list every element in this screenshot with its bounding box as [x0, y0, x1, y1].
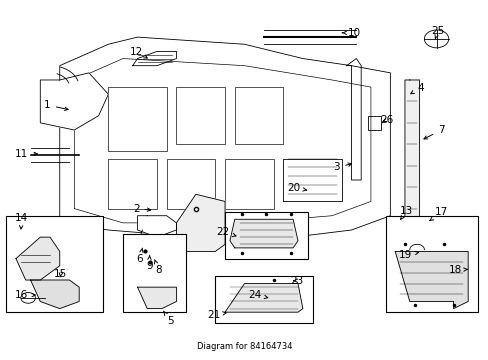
Bar [215, 276, 312, 323]
Text: 7: 7 [423, 125, 444, 139]
Bar [108, 158, 157, 208]
Bar [166, 158, 215, 208]
Text: 9: 9 [145, 255, 152, 271]
Text: 17: 17 [429, 207, 447, 221]
Text: 20: 20 [287, 183, 306, 193]
Text: 26: 26 [379, 115, 392, 125]
Bar [6, 216, 103, 312]
Polygon shape [404, 80, 419, 230]
Text: 10: 10 [342, 28, 360, 38]
Bar [234, 87, 283, 144]
Text: 14: 14 [15, 212, 28, 229]
Polygon shape [30, 280, 79, 309]
Bar [176, 87, 224, 144]
Text: 16: 16 [15, 290, 35, 300]
Text: 22: 22 [216, 227, 236, 237]
Text: 12: 12 [130, 47, 147, 58]
Text: 2: 2 [132, 203, 150, 213]
Bar [132, 237, 152, 258]
Text: 8: 8 [154, 260, 162, 275]
Polygon shape [176, 194, 224, 251]
Bar [224, 158, 273, 208]
Polygon shape [394, 251, 467, 309]
Text: 24: 24 [248, 290, 267, 300]
Polygon shape [40, 73, 108, 130]
Text: 18: 18 [448, 265, 467, 275]
Bar [122, 234, 186, 312]
Polygon shape [137, 216, 176, 237]
Bar [385, 216, 477, 312]
Polygon shape [16, 237, 60, 280]
Text: 15: 15 [54, 269, 67, 279]
Text: 23: 23 [289, 276, 303, 286]
Text: 21: 21 [206, 310, 225, 320]
Text: 4: 4 [410, 83, 423, 94]
Text: 11: 11 [15, 149, 37, 159]
Text: 25: 25 [430, 26, 444, 39]
Text: 3: 3 [333, 162, 351, 172]
Bar [368, 116, 380, 130]
Polygon shape [224, 284, 302, 312]
Text: Diagram for 84164734: Diagram for 84164734 [196, 342, 292, 351]
Text: 13: 13 [399, 206, 412, 219]
Bar [224, 212, 307, 258]
Text: 5: 5 [163, 311, 174, 326]
Text: 6: 6 [136, 248, 143, 264]
Polygon shape [137, 287, 176, 309]
Text: 1: 1 [44, 100, 68, 111]
Bar [108, 87, 166, 152]
Text: 19: 19 [399, 250, 418, 260]
Polygon shape [229, 219, 297, 248]
